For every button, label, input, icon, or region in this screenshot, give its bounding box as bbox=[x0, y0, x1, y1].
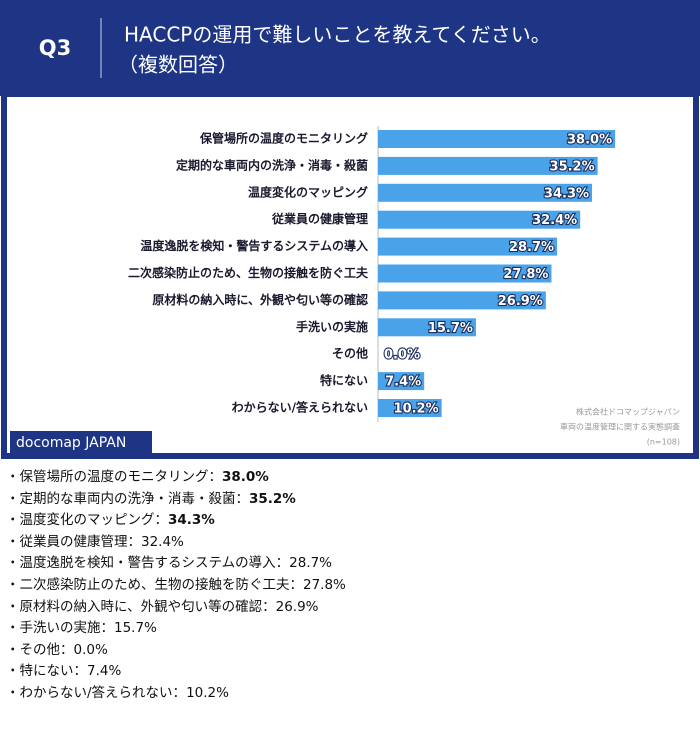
bar bbox=[378, 291, 546, 310]
value-label: 26.9% bbox=[498, 294, 543, 309]
item-text: ・温度変化のマッピング： bbox=[6, 512, 168, 529]
value-label: 28.7% bbox=[509, 240, 554, 255]
category-label: 原材料の納入時に、外観や匂い等の確認 bbox=[152, 292, 368, 307]
item-value: 26.9% bbox=[275, 598, 319, 615]
bar bbox=[378, 318, 476, 337]
list-item: ・その他：0.0% bbox=[6, 640, 346, 662]
category-label: 特にない bbox=[320, 373, 368, 388]
item-value: 35.2% bbox=[249, 490, 296, 507]
chart-subtitle: （複数回答） bbox=[118, 53, 238, 77]
value-label: 34.3% bbox=[544, 186, 589, 201]
list-item: ・手洗いの実施：15.7% bbox=[6, 618, 346, 640]
result-list: ・保管場所の温度のモニタリング：38.0% ・定期的な車両内の洗浄・消毒・殺菌：3… bbox=[6, 467, 346, 705]
category-label: 温度変化のマッピング bbox=[248, 184, 368, 199]
bar bbox=[378, 372, 425, 391]
item-text: ・手洗いの実施： bbox=[6, 620, 114, 637]
category-label: 手洗いの実施 bbox=[296, 319, 368, 334]
list-item: ・特にない：7.4% bbox=[6, 661, 346, 683]
brand: docomap JAPAN bbox=[16, 435, 126, 451]
value-label: 27.8% bbox=[503, 267, 548, 282]
list-item: ・定期的な車両内の洗浄・消毒・殺菌：35.2% bbox=[6, 489, 346, 511]
bar bbox=[378, 264, 552, 283]
header-band bbox=[0, 0, 700, 96]
item-value: 32.4% bbox=[141, 533, 184, 550]
item-value: 34.3% bbox=[168, 512, 215, 529]
item-value: 10.2% bbox=[186, 684, 229, 701]
category-label: 保管場所の温度のモニタリング bbox=[199, 131, 368, 146]
chart-title: HACCPの運用で難しいことを教えてください。 bbox=[124, 23, 551, 47]
value-label: 10.2% bbox=[394, 402, 439, 417]
brand-box bbox=[10, 431, 152, 455]
item-value: 0.0% bbox=[73, 641, 108, 658]
item-text: ・わからない/答えられない： bbox=[6, 684, 187, 701]
item-value: 28.7% bbox=[289, 555, 332, 572]
list-item: ・二次感染防止のため、生物の接触を防ぐ工夫：27.8% bbox=[6, 575, 346, 597]
list-item: ・温度変化のマッピング：34.3% bbox=[6, 510, 346, 532]
question-label: Q3 bbox=[39, 36, 71, 60]
value-label: 0.0% bbox=[384, 348, 420, 363]
category-label: 二次感染防止のため、生物の接触を防ぐ工夫 bbox=[128, 265, 369, 280]
value-label: 7.4% bbox=[385, 375, 421, 390]
bar bbox=[378, 237, 558, 256]
item-text: ・特にない： bbox=[6, 663, 87, 680]
bar bbox=[378, 210, 581, 229]
value-label: 15.7% bbox=[428, 321, 473, 336]
bar bbox=[378, 156, 598, 175]
item-text: ・定期的な車両内の洗浄・消毒・殺菌： bbox=[6, 490, 249, 507]
category-label: 従業員の健康管理 bbox=[271, 211, 368, 226]
item-text: ・その他： bbox=[6, 641, 74, 658]
item-value: 15.7% bbox=[114, 620, 157, 637]
item-text: ・温度逸脱を検知・警告するシステムの導入： bbox=[6, 555, 290, 572]
category-label: 温度逸脱を検知・警告するシステムの導入 bbox=[140, 238, 368, 253]
chart-frame bbox=[1, 91, 699, 459]
source: 株式会社ドコマップジャパン bbox=[576, 407, 680, 417]
bar bbox=[378, 130, 616, 148]
category-label: 定期的な車両内の洗浄・消毒・殺菌 bbox=[176, 157, 368, 172]
bar bbox=[378, 183, 593, 202]
item-value: 7.4% bbox=[87, 663, 122, 680]
item-text: ・保管場所の温度のモニタリング： bbox=[6, 469, 222, 485]
bar bbox=[378, 399, 442, 417]
source: (n=108) bbox=[647, 438, 680, 447]
item-text: ・原材料の納入時に、外観や匂い等の確認： bbox=[6, 598, 276, 615]
category-label: その他 bbox=[332, 346, 368, 361]
value-label: 32.4% bbox=[532, 213, 577, 228]
list-item: ・保管場所の温度のモニタリング：38.0% bbox=[6, 467, 346, 489]
item-value: 27.8% bbox=[303, 576, 346, 593]
list-item: ・温度逸脱を検知・警告するシステムの導入：28.7% bbox=[6, 553, 346, 575]
value-label: 38.0% bbox=[567, 133, 612, 148]
item-text: ・従業員の健康管理： bbox=[6, 533, 141, 550]
source: 車両の温度管理に関する実態調査 bbox=[560, 422, 680, 432]
item-value: 38.0% bbox=[222, 469, 269, 485]
list-item: ・従業員の健康管理：32.4% bbox=[6, 532, 346, 554]
chart: Q3 HACCPの運用で難しいことを教えてください。 （複数回答） docoma… bbox=[0, 0, 700, 459]
value-label: 35.2% bbox=[550, 159, 595, 174]
list-item: ・わからない/答えられない：10.2% bbox=[6, 683, 346, 705]
item-text: ・二次感染防止のため、生物の接触を防ぐ工夫： bbox=[6, 576, 303, 593]
category-label: わからない/答えられない bbox=[232, 400, 368, 415]
list-item: ・原材料の納入時に、外観や匂い等の確認：26.9% bbox=[6, 597, 346, 619]
